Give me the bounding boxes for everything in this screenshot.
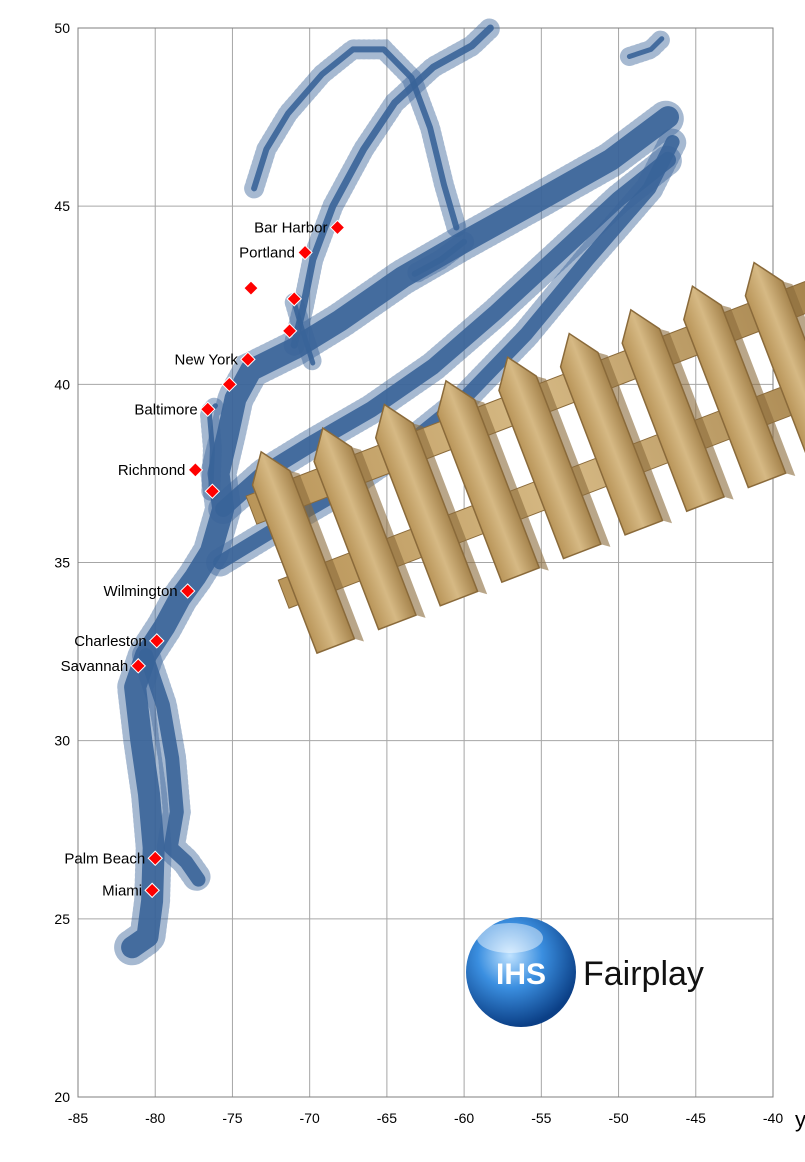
vessel-track — [139, 648, 206, 887]
y-tick-label: 20 — [54, 1089, 70, 1105]
port-marker — [297, 244, 313, 261]
logo-sphere — [466, 917, 576, 1027]
fence-picket-side — [782, 281, 805, 453]
fence-picket-side — [289, 470, 364, 642]
x-tick-label: -40 — [763, 1110, 783, 1126]
port-marker — [243, 280, 259, 296]
port-marker — [179, 583, 196, 599]
port-label: Wilmington — [103, 583, 177, 600]
port-marker — [281, 323, 298, 339]
port-label: Bar Harbor — [254, 220, 327, 237]
x-tick-label: -70 — [300, 1110, 320, 1126]
vessel-track-scatter — [244, 39, 467, 238]
vessel-track — [121, 106, 679, 959]
x-tick-label: -55 — [531, 1110, 551, 1126]
y-tick-label: 45 — [54, 198, 70, 214]
port-label: Miami — [102, 882, 142, 899]
port-marker — [286, 291, 303, 307]
port-marker — [148, 633, 165, 649]
vessel-track-scatter — [199, 396, 225, 501]
x-tick-label: -60 — [454, 1110, 474, 1126]
port-marker — [147, 850, 164, 867]
y-tick-label: 25 — [54, 911, 70, 927]
port-label: Portland — [239, 244, 295, 261]
vessel-track — [290, 24, 494, 349]
ihs-fairplay-logo: IHS Fairplay — [466, 917, 704, 1027]
fence-picket-side — [413, 423, 488, 595]
port-label: Richmond — [118, 462, 186, 479]
y-tick-label: 35 — [54, 555, 70, 571]
vessel-track — [626, 36, 665, 59]
port-marker — [130, 658, 147, 674]
x-tick-label: -50 — [608, 1110, 628, 1126]
vessel-track — [291, 299, 316, 366]
y-tick-label: 30 — [54, 733, 70, 749]
port-label: Savannah — [61, 658, 129, 675]
picket-fence-illustration — [245, 261, 805, 655]
x-tick-label: -85 — [68, 1110, 88, 1126]
port-marker — [221, 376, 238, 393]
vessel-track-scatter — [114, 99, 686, 966]
fence-picket — [313, 426, 417, 631]
x-tick-label: -65 — [377, 1110, 397, 1126]
vessel-track-scatter — [132, 641, 213, 894]
vessel-track — [411, 238, 468, 277]
y-tick-label: 40 — [54, 376, 70, 392]
port-marker — [204, 483, 221, 500]
vessel-track-scatter — [284, 292, 323, 373]
fence-picket-side — [721, 305, 796, 476]
logo-mark: IHS — [496, 958, 546, 991]
fence-group — [245, 261, 805, 655]
partial-edge-text: y — [795, 1107, 805, 1132]
port-marker — [144, 882, 160, 899]
plot-frame — [77, 27, 774, 1098]
x-tick-label: -80 — [145, 1110, 165, 1126]
logo-text: Fairplay — [583, 955, 704, 993]
ports: Bar Harbor Portland New York Baltimore Richm… — [61, 219, 346, 899]
fence-picket — [744, 261, 805, 465]
vessel-track — [251, 46, 460, 231]
port-label: Charleston — [74, 633, 147, 650]
fence-picket-side — [536, 376, 611, 547]
port-label: Palm Beach — [64, 850, 145, 867]
vessel-track-scatter — [619, 29, 672, 66]
x-tick-label: -45 — [686, 1110, 706, 1126]
port-label: Baltimore — [134, 401, 197, 418]
x-tick-label: -75 — [222, 1110, 242, 1126]
fence-picket-side — [659, 328, 734, 500]
fence-picket — [251, 450, 356, 655]
port-marker — [329, 219, 346, 236]
port-label: New York — [175, 351, 239, 368]
port-marker — [240, 351, 256, 368]
y-tick-label: 50 — [54, 20, 70, 36]
port-marker — [199, 401, 216, 418]
port-marker — [187, 462, 204, 478]
fence-picket-side — [474, 399, 549, 571]
logo-sphere-highlight — [477, 923, 543, 953]
vessel-track-scatter — [283, 17, 501, 356]
fence-picket-side — [351, 447, 426, 618]
fence-picket-side — [597, 352, 673, 524]
vessel-track-scatter — [404, 231, 475, 284]
